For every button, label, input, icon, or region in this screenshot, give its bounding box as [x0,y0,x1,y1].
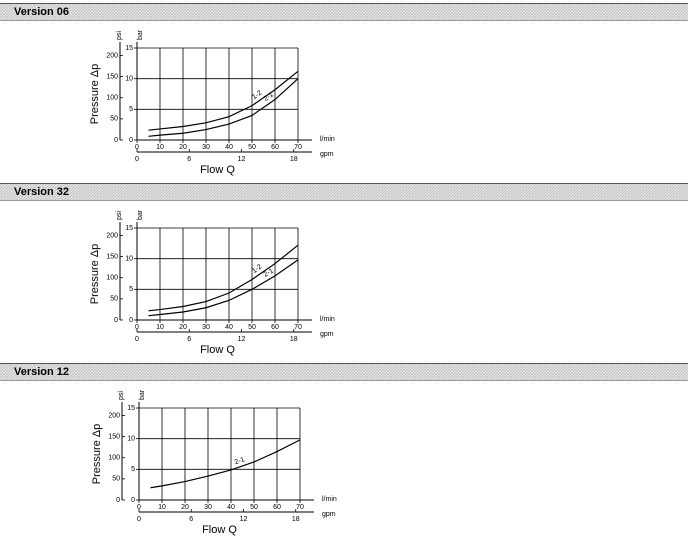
x-axis-label: Flow Q [200,344,235,356]
y2-unit: psi [118,391,125,400]
x2-tick-label: 6 [189,516,193,523]
x-tick-label: 10 [156,324,164,331]
y2-unit: psi [116,31,123,40]
x-tick-label: 30 [204,504,212,511]
x-tick-label: 10 [158,504,166,511]
y-tick-label: 0 [129,137,133,144]
x-unit: l/min [320,316,335,323]
x2-tick-label: 12 [240,516,248,523]
curve-label: 1-2 [251,90,263,102]
x-tick-label: 50 [248,144,256,151]
y2-tick-label: 100 [106,95,118,102]
x-tick-label: 50 [250,504,258,511]
y-unit: bar [137,29,144,40]
y2-tick-label: 150 [108,433,120,440]
y2-tick-label: 150 [106,73,118,80]
x-tick-label: 50 [248,324,256,331]
x-tick-label: 20 [179,144,187,151]
x-axis-label: Flow Q [202,524,237,536]
x2-unit: gpm [322,511,336,518]
y2-tick-label: 0 [114,137,118,144]
y2-tick-label: 50 [110,116,118,123]
section-header [0,3,688,20]
x-tick-label: 70 [294,324,302,331]
y-unit: bar [139,389,146,400]
x2-tick-label: 6 [187,336,191,343]
y-tick-label: 5 [131,466,135,473]
y2-tick-label: 0 [116,497,120,504]
curve [148,70,299,131]
curve [148,259,299,317]
x-tick-label: 60 [271,324,279,331]
x-tick-label: 20 [181,504,189,511]
y-tick-label: 15 [127,405,135,412]
y2-tick-label: 0 [114,317,118,324]
y2-tick-label: 200 [108,412,120,419]
x-unit: l/min [322,496,337,503]
y-unit: bar [137,209,144,220]
y-tick-label: 0 [131,497,135,504]
y-tick-label: 5 [129,286,133,293]
x-axis-label: Flow Q [200,164,235,176]
x-tick-label: 0 [137,504,141,511]
y2-tick-label: 50 [112,476,120,483]
y-tick-label: 10 [125,76,133,83]
x-tick-label: 70 [296,504,304,511]
y2-tick-label: 100 [106,275,118,282]
curve-label: 2-1 [263,91,275,103]
x2-tick-label: 0 [135,336,139,343]
y2-tick-label: 100 [108,455,120,462]
x-tick-label: 70 [294,144,302,151]
x-tick-label: 0 [135,324,139,331]
y-tick-label: 15 [125,225,133,232]
x-tick-label: 40 [227,504,235,511]
x-tick-label: 40 [225,324,233,331]
x2-tick-label: 18 [292,516,300,523]
y2-tick-label: 150 [106,253,118,260]
curve-label: 2-1 [263,268,275,279]
y-axis-label: Pressure Δp [91,424,103,485]
y-tick-label: 10 [127,436,135,443]
x2-tick-label: 18 [290,156,298,163]
y2-tick-label: 200 [106,52,118,59]
section-header [0,363,688,380]
x-tick-label: 60 [273,504,281,511]
x-unit: l/min [320,136,335,143]
x2-tick-label: 18 [290,336,298,343]
x-tick-label: 30 [202,324,210,331]
x-tick-label: 0 [135,144,139,151]
curve [148,78,299,137]
y-tick-label: 10 [125,256,133,263]
x-tick-label: 40 [225,144,233,151]
x2-tick-label: 0 [135,156,139,163]
y-axis-label: Pressure Δp [89,64,101,125]
x2-tick-label: 6 [187,156,191,163]
x2-tick-label: 0 [137,516,141,523]
curve [148,244,299,312]
section-title: Version 12 [14,366,69,378]
y-tick-label: 15 [125,45,133,52]
y2-tick-label: 50 [110,296,118,303]
y-tick-label: 5 [129,106,133,113]
curve [150,439,301,489]
x2-unit: gpm [320,331,334,338]
x-tick-label: 30 [202,144,210,151]
curve-label: 2-1 [234,456,246,466]
section-title: Version 06 [14,6,69,18]
x2-tick-label: 12 [238,336,246,343]
section-header [0,183,688,200]
y2-unit: psi [116,211,123,220]
x2-tick-label: 12 [238,156,246,163]
y-axis-label: Pressure Δp [89,244,101,305]
curve-label: 1-2 [251,263,263,275]
x-tick-label: 60 [271,144,279,151]
x2-unit: gpm [320,151,334,158]
y2-tick-label: 200 [106,232,118,239]
y-tick-label: 0 [129,317,133,324]
section-title: Version 32 [14,186,69,198]
x-tick-label: 20 [179,324,187,331]
x-tick-label: 10 [156,144,164,151]
